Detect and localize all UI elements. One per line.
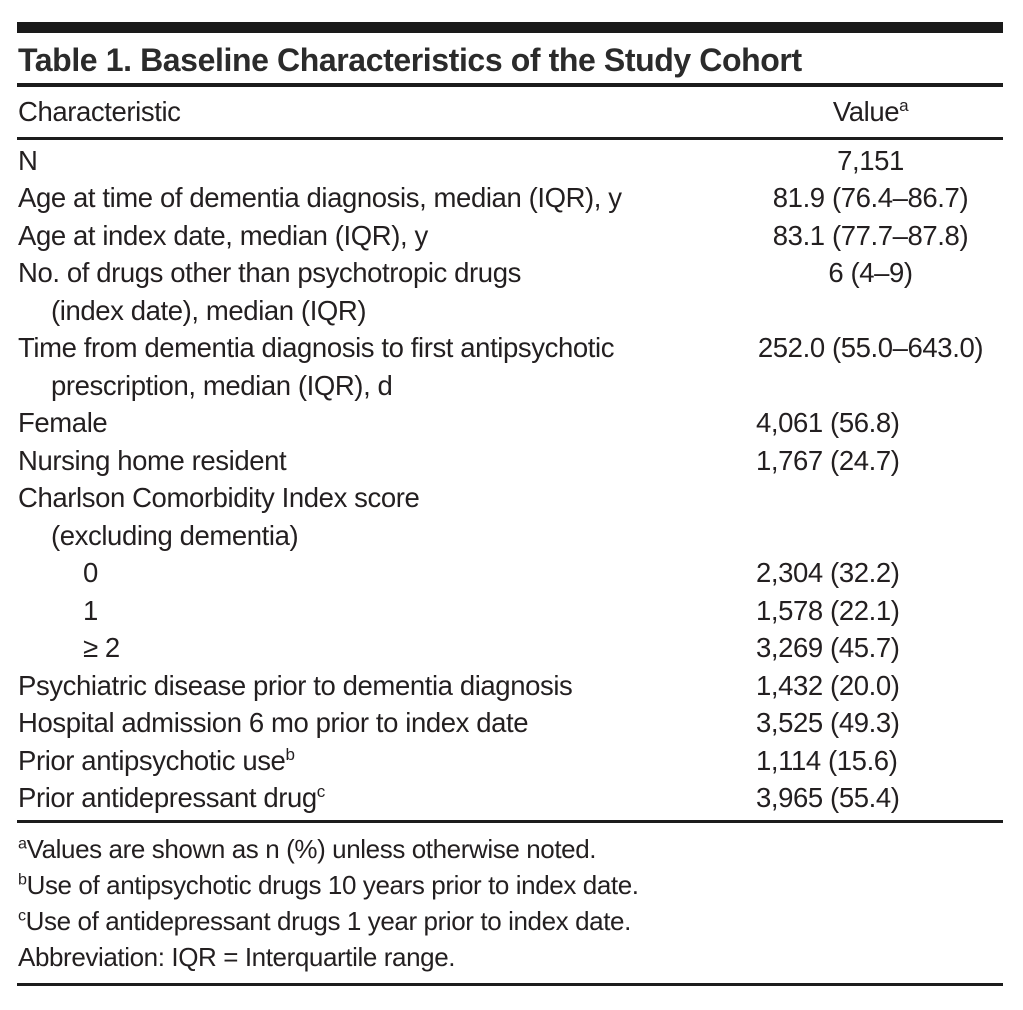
row-value: 1,578 (22.1) — [756, 594, 900, 626]
table-header-row: Characteristic Valuea — [17, 87, 1003, 137]
footnote-marker: b — [285, 744, 295, 764]
footnote-marker: b — [18, 869, 27, 888]
value-footnote-marker: a — [899, 95, 909, 115]
row-label-sub: 1 — [83, 594, 98, 626]
row-value: 2,304 (32.2) — [756, 557, 900, 588]
footnote-c: cUse of antidepressant drugs 1 year prio… — [18, 905, 631, 936]
bottom-margin — [17, 986, 1003, 1010]
footnote-a: aValues are shown as n (%) unless otherw… — [18, 833, 597, 864]
row-label: Time from dementia diagnosis to first an… — [17, 329, 738, 404]
table-row: Nursing home resident 1,767 (24.7) — [17, 442, 1003, 480]
rule-bottom — [17, 982, 1003, 986]
table-row: 1 1,578 (22.1) — [17, 592, 1003, 630]
table-row: ≥ 2 3,269 (45.7) — [17, 629, 1003, 667]
row-label: Age at time of dementia diagnosis, media… — [18, 182, 622, 213]
table-row: Charlson Comorbidity Index score (exclud… — [17, 479, 1003, 554]
row-label: N — [18, 144, 38, 176]
footnote-marker: c — [316, 781, 326, 801]
footnote-marker: a — [18, 833, 27, 852]
row-label-sub: ≥ 2 — [83, 632, 120, 663]
table-row: Age at time of dementia diagnosis, media… — [17, 179, 1003, 217]
table-body: N 7,151 Age at time of dementia diagnosi… — [17, 140, 1003, 820]
rule-under-title — [17, 83, 1003, 87]
row-label: Charlson Comorbidity Index score (exclud… — [17, 479, 738, 554]
table-row: Age at index date, median (IQR), y 83.1 … — [17, 217, 1003, 255]
row-value: 3,965 (55.4) — [756, 782, 900, 813]
row-label: Psychiatric disease prior to dementia di… — [18, 669, 573, 701]
row-label-continuation: prescription, median (IQR), d — [51, 369, 393, 401]
row-value: 6 (4–9) — [828, 257, 913, 288]
table-row: No. of drugs other than psychotropic dru… — [17, 254, 1003, 329]
footnote-abbreviation: Abbreviation: IQR = Interquartile range. — [18, 941, 456, 972]
table-top-bar — [17, 22, 1003, 33]
table-row: Prior antipsychotic useb 1,114 (15.6) — [17, 742, 1003, 780]
table-title: Table 1. Baseline Characteristics of the… — [18, 42, 802, 78]
table-row: Time from dementia diagnosis to first an… — [17, 329, 1003, 404]
rule-under-header — [17, 136, 1003, 140]
row-label: Hospital admission 6 mo prior to index d… — [18, 707, 529, 738]
table-row: Prior antidepressant drugc 3,965 (55.4) — [17, 779, 1003, 817]
row-value: 1,767 (24.7) — [756, 444, 900, 476]
table-row: Psychiatric disease prior to dementia di… — [17, 667, 1003, 705]
footnote-marker: c — [18, 905, 26, 924]
rule-above-footnotes — [17, 819, 1003, 823]
row-value: 3,525 (49.3) — [756, 707, 900, 738]
row-label: Age at index date, median (IQR), y — [18, 219, 428, 251]
table-row: 0 2,304 (32.2) — [17, 554, 1003, 592]
row-value: 1,432 (20.0) — [756, 669, 900, 701]
row-label-sub: 0 — [83, 557, 98, 588]
row-label: No. of drugs other than psychotropic dru… — [17, 254, 738, 329]
row-label-continuation: (index date), median (IQR) — [51, 294, 367, 326]
table-row: Hospital admission 6 mo prior to index d… — [17, 704, 1003, 742]
row-label: Prior antipsychotic useb — [18, 744, 295, 776]
row-value: 1,114 (15.6) — [756, 744, 898, 776]
row-label: Nursing home resident — [18, 444, 287, 476]
row-value: 81.9 (76.4–86.7) — [772, 182, 969, 213]
footnotes: aValues are shown as n (%) unless otherw… — [17, 823, 1003, 983]
row-label: Prior antidepressant drugc — [18, 781, 326, 813]
table-row: Female 4,061 (56.8) — [17, 404, 1003, 442]
footnote-b: bUse of antipsychotic drugs 10 years pri… — [18, 869, 639, 900]
row-value: 7,151 — [837, 144, 904, 176]
row-value: 3,269 (45.7) — [756, 632, 900, 663]
row-value: 83.1 (77.7–87.8) — [772, 219, 969, 251]
row-label-continuation: (excluding dementia) — [51, 519, 299, 551]
row-value: 4,061 (56.8) — [756, 407, 900, 438]
row-value: 252.0 (55.0–643.0) — [757, 332, 984, 363]
column-header-value: Valuea — [832, 95, 909, 127]
table-row: N 7,151 — [17, 142, 1003, 180]
row-label: Female — [18, 407, 108, 438]
column-header-characteristic: Characteristic — [18, 95, 181, 127]
